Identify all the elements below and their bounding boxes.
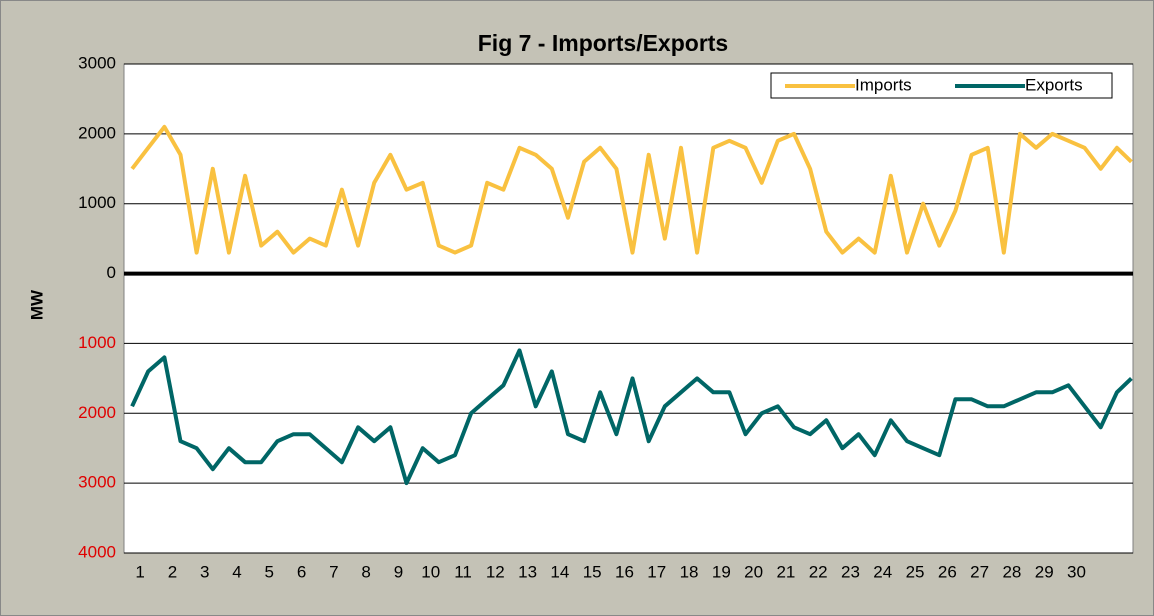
x-tick-label: 10 (421, 562, 440, 581)
x-tick-label: 20 (744, 562, 763, 581)
plot-area (123, 63, 1134, 554)
x-tick-label: 13 (518, 562, 537, 581)
x-tick-label: 22 (809, 562, 828, 581)
y-tick-label: 2000 (78, 403, 116, 422)
x-tick-label: 3 (200, 562, 209, 581)
y-tick-label: 0 (107, 263, 116, 282)
chart-title: Fig 7 - Imports/Exports (478, 30, 728, 56)
y-tick-label: 1000 (78, 333, 116, 352)
x-tick-label: 30 (1067, 562, 1086, 581)
x-tick-label: 28 (1002, 562, 1021, 581)
x-tick-label: 29 (1035, 562, 1054, 581)
x-tick-label: 21 (776, 562, 795, 581)
x-tick-label: 19 (712, 562, 731, 581)
y-tick-label: 1000 (78, 193, 116, 212)
y-tick-label: 2000 (78, 123, 116, 142)
x-tick-label: 12 (486, 562, 505, 581)
x-tick-label: 25 (906, 562, 925, 581)
series-line (130, 348, 1133, 486)
x-tick-label: 9 (394, 562, 403, 581)
y-axis-label: MW (27, 289, 46, 320)
x-tick-label: 8 (361, 562, 370, 581)
series-line (130, 124, 1133, 255)
x-tick-label: 26 (938, 562, 957, 581)
x-tick-label: 6 (297, 562, 306, 581)
x-tick-label: 5 (265, 562, 274, 581)
x-tick-label: 1 (135, 562, 144, 581)
x-tick-label: 2 (168, 562, 177, 581)
x-tick-label: 15 (583, 562, 602, 581)
x-tick-label: 27 (970, 562, 989, 581)
x-tick-label: 23 (841, 562, 860, 581)
x-tick-label: 18 (680, 562, 699, 581)
x-tick-label: 16 (615, 562, 634, 581)
x-tick-label: 14 (550, 562, 569, 581)
x-tick-label: 11 (454, 562, 472, 581)
y-tick-label: 4000 (78, 542, 116, 561)
x-tick-label: 17 (647, 562, 666, 581)
x-tick-label: 24 (873, 562, 892, 581)
y-tick-label: 3000 (78, 53, 116, 72)
x-tick-label: 7 (329, 562, 338, 581)
legend-label: Imports (855, 75, 912, 94)
x-tick-label: 4 (232, 562, 241, 581)
legend-label: Exports (1025, 75, 1083, 94)
y-tick-label: 3000 (78, 473, 116, 492)
